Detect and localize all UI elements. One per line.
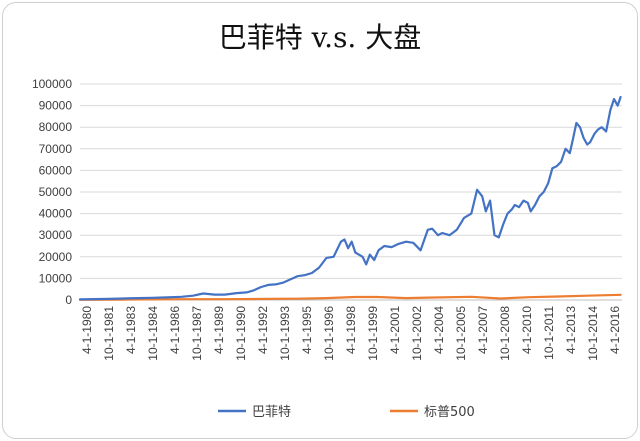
x-axis-tick-labels: 4-1-1980 10-1-1981 4-1-1983 10-1-1984 4-1-19… <box>80 306 622 361</box>
x-tick-label: 10-1-2008 <box>498 306 512 361</box>
x-tick-label: 4-1-2013 <box>564 306 578 354</box>
x-tick-label: 10-1-1996 <box>322 306 336 361</box>
x-tick-label: 10-1-1993 <box>278 306 292 361</box>
x-tick-label: 4-1-1998 <box>344 306 358 354</box>
legend-label: 巴菲特 <box>252 405 291 420</box>
x-tick-label: 4-1-2004 <box>432 306 446 354</box>
y-tick-label: 70000 <box>39 142 73 156</box>
x-tick-label: 4-1-1989 <box>212 306 226 354</box>
x-tick-label: 4-1-2007 <box>476 306 490 354</box>
x-tick-label: 10-1-2002 <box>410 306 424 361</box>
x-tick-label: 10-1-2011 <box>542 306 556 360</box>
x-tick-label: 4-1-1995 <box>300 306 314 354</box>
x-tick-label: 10-1-1987 <box>190 306 204 361</box>
x-tick-label: 4-1-2016 <box>608 306 622 354</box>
x-tick-label: 10-1-2005 <box>454 306 468 361</box>
y-tick-label: 10000 <box>39 271 73 285</box>
x-tick-label: 4-1-2010 <box>520 306 534 354</box>
x-tick-label: 4-1-1992 <box>256 306 270 354</box>
x-tick-label: 10-1-1981 <box>102 306 116 361</box>
y-tick-label: 20000 <box>39 250 73 264</box>
y-tick-label: 90000 <box>39 99 73 113</box>
x-tick-label: 4-1-1986 <box>168 306 182 354</box>
series-line-0 <box>78 95 622 301</box>
y-tick-label: 80000 <box>39 120 73 134</box>
y-axis-tick-labels: 0 10000 20000 30000 40000 50000 60000 70000 8000… <box>32 77 72 307</box>
chart-title: 巴菲特 v.s. 大盘 <box>218 21 422 54</box>
y-tick-label: 100000 <box>32 77 72 91</box>
x-tick-label: 4-1-1983 <box>124 306 138 354</box>
x-tick-label: 10-1-2014 <box>586 306 600 361</box>
x-tick-label: 10-1-1999 <box>366 306 380 361</box>
x-tick-label: 4-1-1980 <box>80 306 94 354</box>
gridlines <box>80 83 622 279</box>
y-tick-label: 30000 <box>39 228 73 242</box>
y-tick-label: 0 <box>65 293 72 307</box>
x-tick-label: 10-1-1984 <box>146 306 160 361</box>
series-lines <box>78 95 622 301</box>
y-tick-label: 40000 <box>39 207 73 221</box>
y-tick-label: 60000 <box>39 163 73 177</box>
x-tick-label: 10-1-1990 <box>234 306 248 361</box>
series-line-1 <box>78 293 622 301</box>
legend: 巴菲特 标普500 <box>218 405 475 420</box>
y-tick-label: 50000 <box>39 185 73 199</box>
x-tick-label: 4-1-2001 <box>388 306 402 354</box>
legend-label: 标普500 <box>424 405 475 420</box>
